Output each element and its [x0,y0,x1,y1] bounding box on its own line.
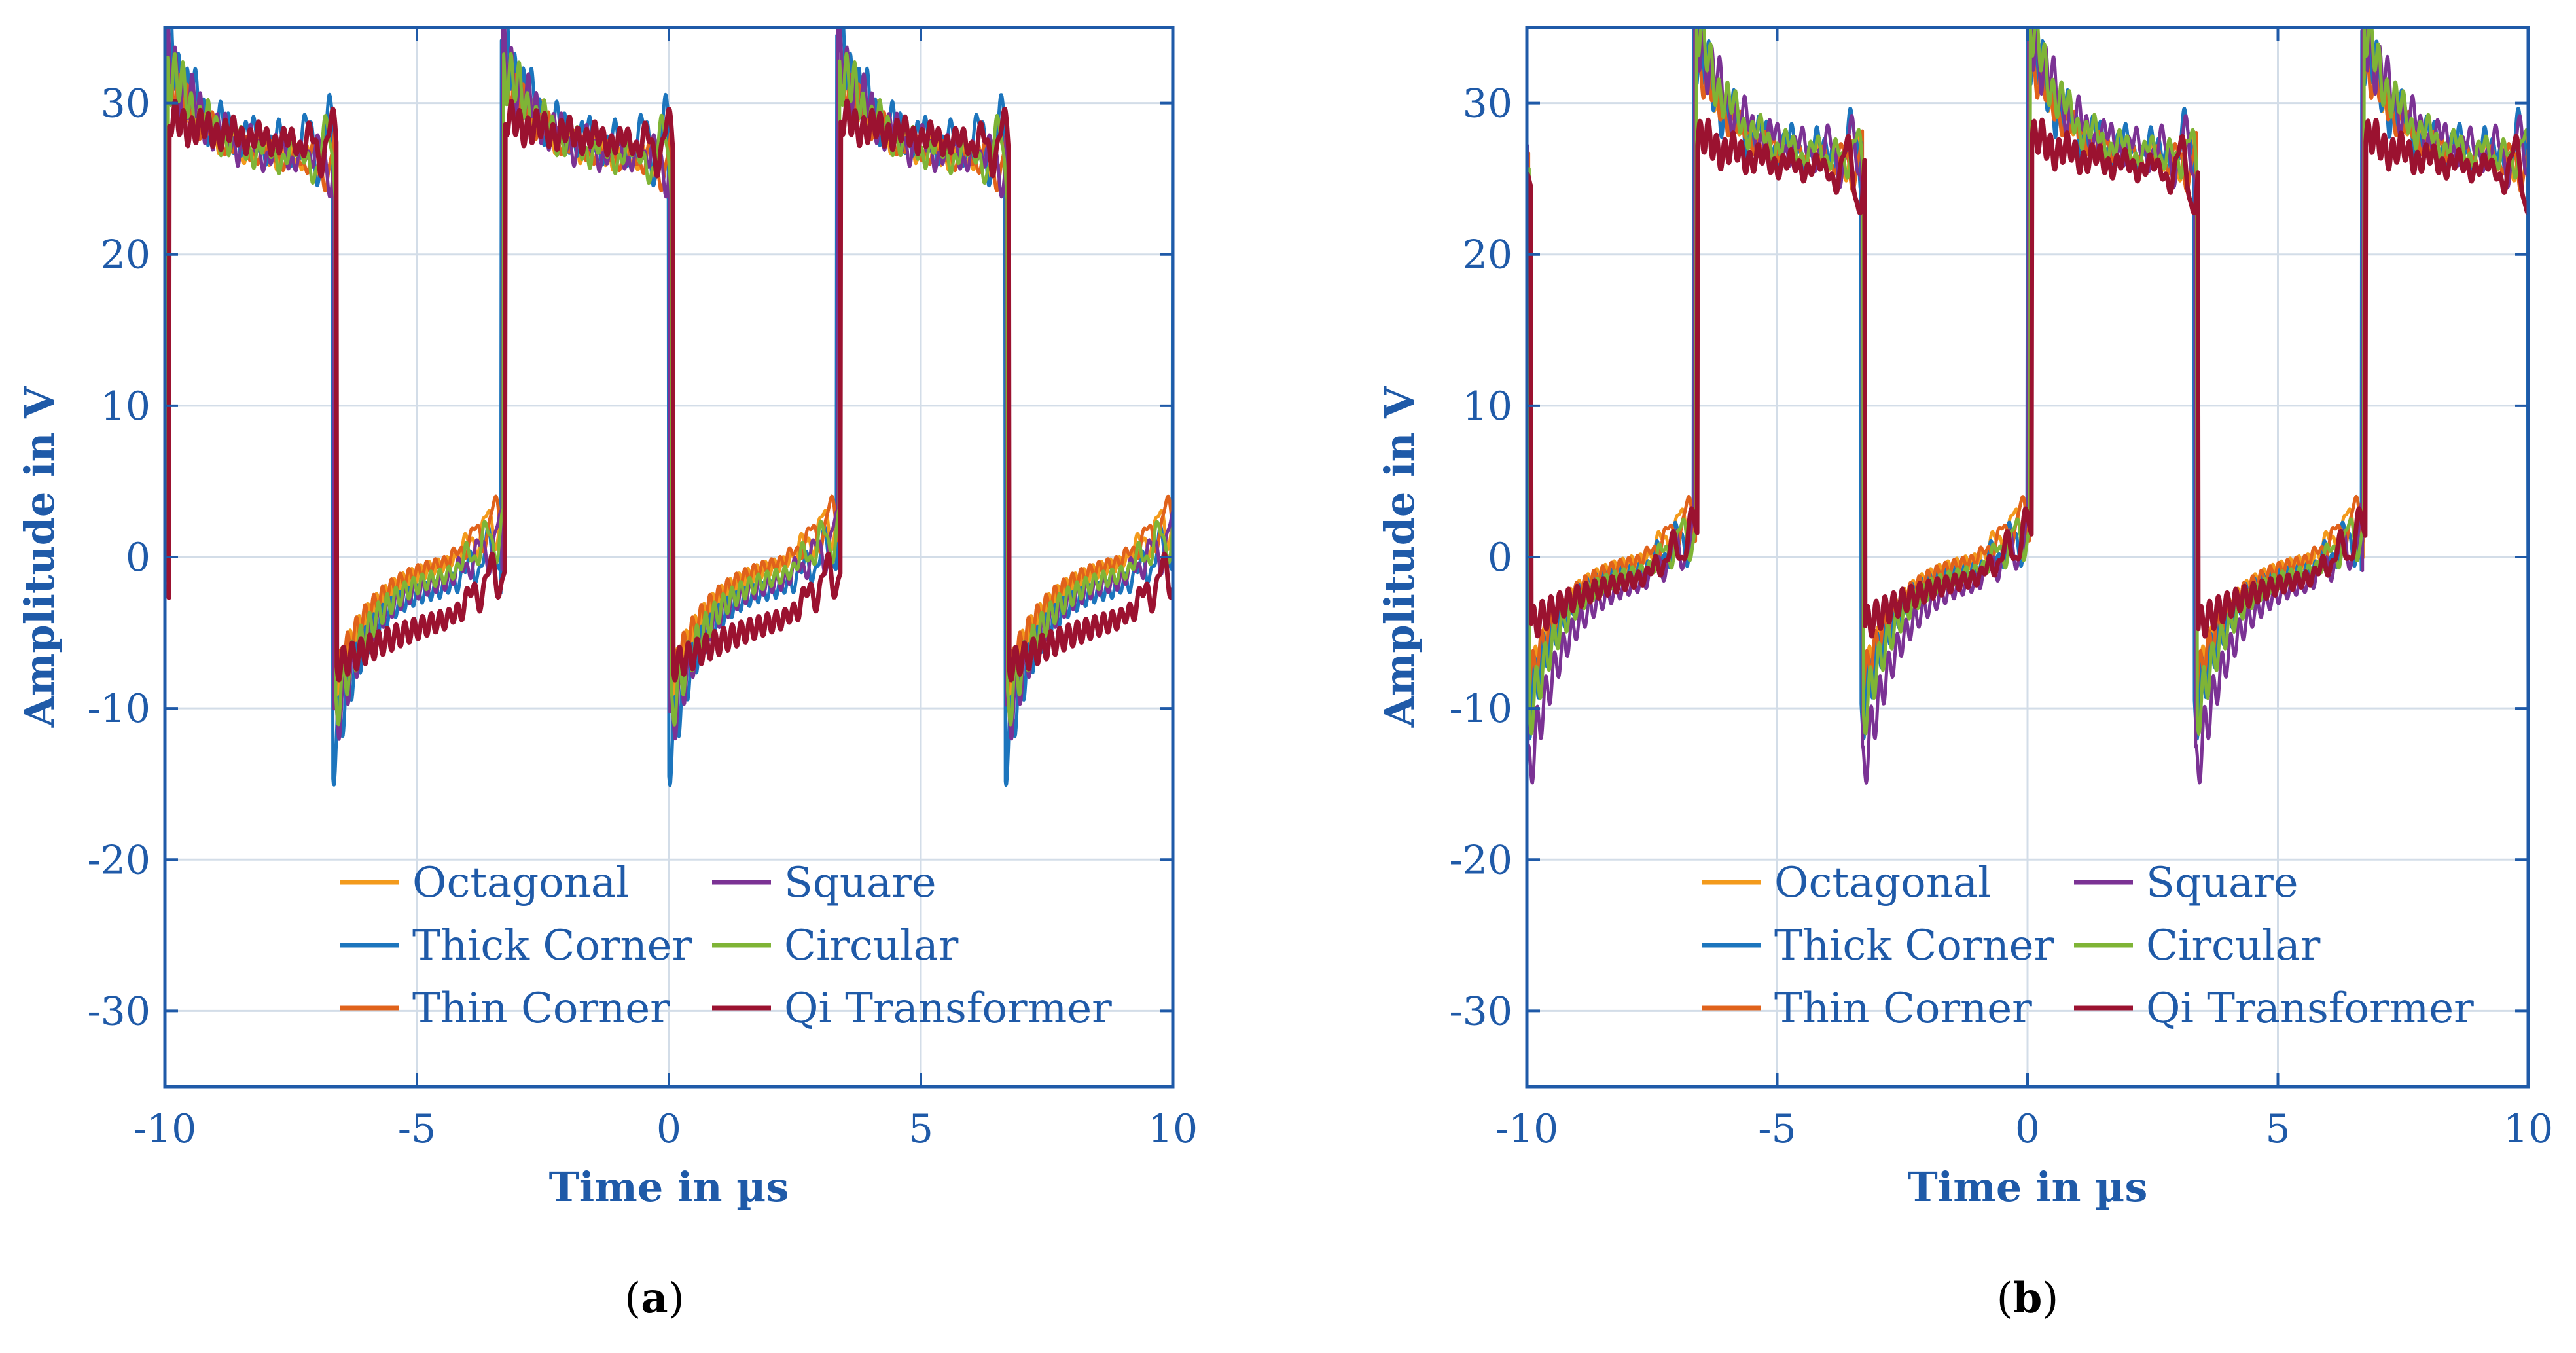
x-tick-label: -10 [1495,1106,1559,1152]
x-tick-label: 0 [656,1106,681,1152]
y-tick-label: -30 [87,988,151,1034]
legend-entry-qi-transformer: Qi Transformer [2146,984,2474,1033]
y-tick-label: -10 [87,686,151,732]
y-axis-label: Amplitude in V [16,386,63,728]
y-tick-label: 10 [101,384,151,429]
x-tick-label: 10 [1148,1106,1198,1152]
series-line-circular [165,52,1173,727]
series-line-qi-transformer [165,98,1173,683]
y-axis-label: Amplitude in V [1376,386,1423,728]
y-tick-label: 10 [1463,384,1512,429]
panel-caption: (b) [1997,1274,2059,1323]
x-tick-label: -5 [398,1106,436,1152]
x-tick-label: 5 [2265,1106,2290,1152]
y-tick-label: -20 [87,837,151,883]
legend: Octagonal Thick Corner Thin Corner Square Ci… [1702,859,2474,1033]
series-group [1527,27,2528,785]
y-tick-label: 30 [1463,81,1512,127]
legend-entry-thin-corner: Thin Corner [412,984,670,1033]
series-group [165,27,1173,787]
y-tick-label: -10 [1449,686,1512,732]
legend-entry-octagonal: Octagonal [412,859,630,907]
y-tick-label: 20 [1463,232,1512,278]
y-tick-label: -20 [1449,837,1512,883]
legend-entry-square: Square [784,859,937,907]
legend-entry-thin-corner: Thin Corner [1774,984,2032,1033]
y-tick-label: 30 [101,81,151,127]
series-line-circular [1527,27,2528,736]
x-tick-label: 10 [2503,1106,2553,1152]
y-tick-label: -30 [1449,988,1512,1034]
legend-entry-thick-corner: Thick Corner [412,922,692,970]
x-tick-label: -5 [1758,1106,1796,1152]
legend-entry-circular: Circular [2146,922,2321,970]
chart-panel-a: -10 -5 0 5 10 -30 -20 -10 0 10 20 30 Time in µs Ampli… [16,26,1198,1323]
x-tick-label: 0 [2015,1106,2040,1152]
y-tick-label: 20 [101,232,151,278]
y-tick-label: 0 [1488,535,1512,581]
panel-caption: (a) [624,1274,684,1323]
x-tick-label: -10 [134,1106,197,1152]
x-tick-label: 5 [908,1106,933,1152]
y-tick-label: 0 [126,535,151,581]
series-line-qi-transformer [1527,117,2528,639]
x-axis-label: Time in µs [1908,1163,2148,1211]
legend-entry-thick-corner: Thick Corner [1774,922,2054,970]
legend: Octagonal Thick Corner Thin Corner Square Ci… [340,859,1112,1033]
legend-entry-octagonal: Octagonal [1774,859,1992,907]
legend-entry-square: Square [2146,859,2299,907]
legend-entry-circular: Circular [784,922,959,970]
series-line-square [1527,27,2528,785]
legend-entry-qi-transformer: Qi Transformer [784,984,1112,1033]
chart-panel-b: -10 -5 0 5 10 -30 -20 -10 0 10 20 30 Time in µs Ampli… [1376,26,2553,1323]
x-axis-label: Time in µs [549,1163,789,1211]
